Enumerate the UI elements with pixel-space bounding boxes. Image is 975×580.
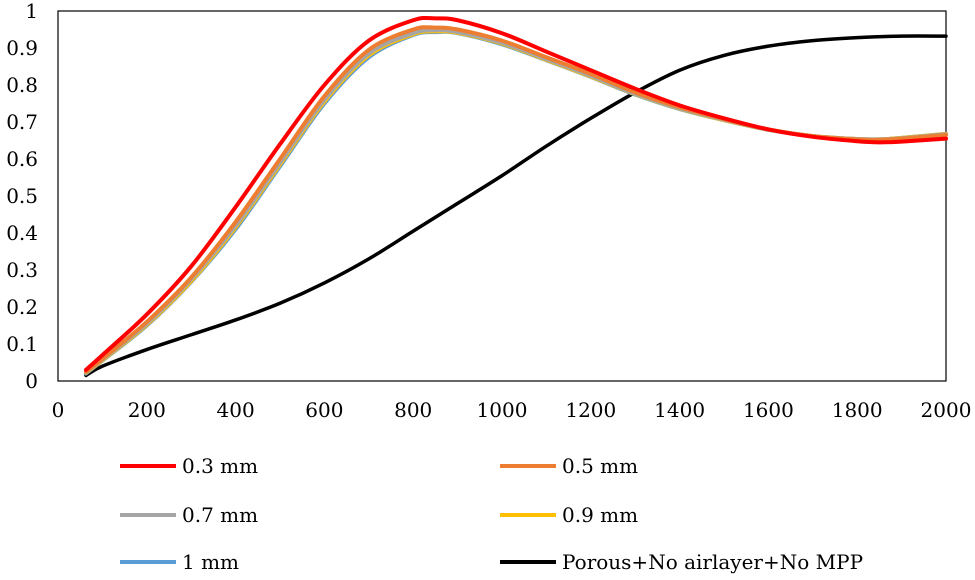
x-tick-label: 1600 <box>743 398 794 422</box>
series-line-1-mm <box>83 29 948 376</box>
series-line-0-9-mm <box>83 29 948 375</box>
legend-item: 0.5 mm <box>500 454 638 478</box>
plot-area-frame <box>57 10 947 382</box>
y-tick-label: 0.9 <box>6 36 38 60</box>
x-tick-label: 600 <box>305 398 343 422</box>
x-tick-label: 1800 <box>832 398 883 422</box>
x-tick-label: 2000 <box>921 398 972 422</box>
legend-item: Porous+No airlayer+No MPP <box>500 550 863 574</box>
legend-label: 0.9 mm <box>562 503 638 527</box>
series-line-0-3-mm <box>83 15 948 372</box>
legend-label: 0.3 mm <box>182 454 258 478</box>
y-tick-label: 1 <box>25 0 38 23</box>
x-axis-ticks: 0 200 400 600 800 1000 1200 1400 1600 1800 2000 <box>52 398 972 422</box>
x-tick-label: 1000 <box>477 398 528 422</box>
series-line-0-5-mm <box>83 25 948 374</box>
y-tick-label: 0.2 <box>6 295 38 319</box>
legend-item: 0.3 mm <box>120 454 258 478</box>
y-tick-label: 0.4 <box>6 221 38 245</box>
legend-label: Porous+No airlayer+No MPP <box>562 550 863 574</box>
y-tick-label: 0.1 <box>6 332 38 356</box>
series-line-porous-no-airlayer-no-mpp <box>84 34 948 378</box>
series-line-0-7-mm <box>83 28 948 375</box>
y-tick-label: 0 <box>25 369 38 393</box>
legend: 0.3 mm 0.5 mm 0.7 mm 0.9 mm 1 mm Porous+No ai… <box>120 454 863 574</box>
series-lines <box>83 15 948 378</box>
legend-item: 1 mm <box>120 550 239 574</box>
y-tick-label: 0.8 <box>6 73 38 97</box>
x-tick-label: 800 <box>394 398 432 422</box>
x-tick-label: 0 <box>52 398 65 422</box>
y-tick-label: 0.5 <box>6 184 38 208</box>
legend-label: 0.5 mm <box>562 454 638 478</box>
legend-item: 0.7 mm <box>120 503 258 527</box>
y-tick-label: 0.7 <box>6 110 38 134</box>
legend-label: 0.7 mm <box>182 503 258 527</box>
y-axis-ticks: 0 0.1 0.2 0.3 0.4 0.5 0.6 0.7 0.8 0.9 1 <box>6 0 38 393</box>
x-tick-label: 200 <box>128 398 166 422</box>
legend-item: 0.9 mm <box>500 503 638 527</box>
x-tick-label: 400 <box>217 398 255 422</box>
x-tick-label: 1200 <box>565 398 616 422</box>
y-tick-label: 0.3 <box>6 258 38 282</box>
legend-label: 1 mm <box>182 550 239 574</box>
x-tick-label: 1400 <box>654 398 705 422</box>
y-tick-label: 0.6 <box>6 147 38 171</box>
